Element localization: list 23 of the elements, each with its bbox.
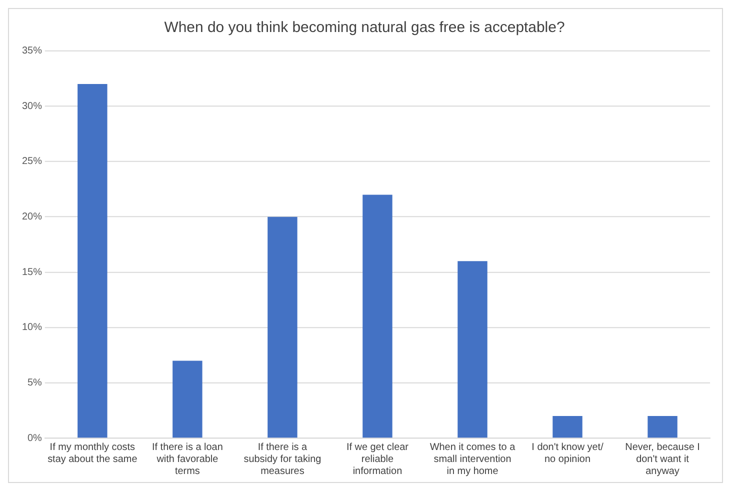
bar bbox=[648, 416, 678, 438]
y-tick-label: 15% bbox=[22, 266, 42, 278]
x-tick-label: When it comes to a small intervention in my home bbox=[430, 442, 516, 477]
x-tick-label: If we get clear reliable information bbox=[346, 442, 410, 477]
y-tick-label: 0% bbox=[28, 432, 42, 444]
chart-title: When do you think becoming natural gas free is acceptable? bbox=[164, 19, 565, 36]
x-tick-label: Never, because I don't want it anyway bbox=[625, 442, 700, 477]
bar bbox=[458, 261, 488, 438]
y-tick-label: 25% bbox=[22, 156, 42, 168]
y-tick-label: 30% bbox=[22, 100, 42, 112]
x-tick-label: If there is a subsidy for taking measures bbox=[244, 442, 322, 477]
y-tick-label: 20% bbox=[22, 212, 42, 223]
bar bbox=[268, 216, 298, 438]
y-tick-label: 35% bbox=[22, 46, 42, 57]
y-tick-label: 10% bbox=[22, 322, 42, 334]
bar bbox=[172, 360, 202, 438]
x-tick-label: If my monthly costs stay about the same bbox=[48, 442, 138, 465]
x-tick-label: If there is a loan with favorable terms bbox=[152, 442, 223, 477]
x-tick-label: I don't know yet/ no opinion bbox=[532, 442, 604, 465]
bar bbox=[552, 416, 582, 438]
bar bbox=[362, 194, 392, 438]
bar bbox=[78, 84, 108, 438]
y-tick-label: 5% bbox=[28, 378, 42, 389]
